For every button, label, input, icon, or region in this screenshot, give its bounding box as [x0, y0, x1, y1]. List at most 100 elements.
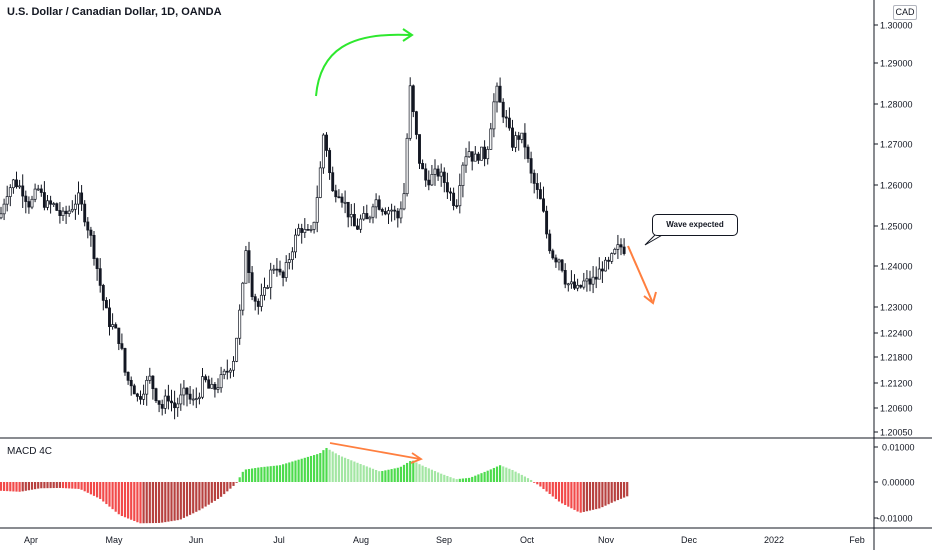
- macd-divergence-arrow: [329, 442, 421, 460]
- macd-bar: [316, 454, 319, 482]
- candle: [507, 107, 511, 131]
- time-tick-label: Aug: [353, 535, 369, 545]
- macd-bar: [449, 477, 452, 482]
- macd-bar: [356, 462, 359, 482]
- orange-arrowhead: [643, 291, 657, 305]
- candle: [377, 195, 381, 211]
- candle: [325, 132, 328, 157]
- candle: [393, 205, 397, 221]
- price-tick-label: 1.21800: [880, 353, 913, 363]
- candle: [501, 98, 505, 124]
- time-tick-label: Jun: [189, 535, 204, 545]
- candle: [470, 151, 474, 171]
- macd-bar: [601, 482, 604, 508]
- macd-bar: [241, 471, 244, 482]
- candle: [517, 131, 521, 151]
- candle: [210, 377, 214, 389]
- macd-bar: [272, 465, 275, 482]
- candle: [582, 272, 586, 290]
- time-tick-label: Apr: [24, 535, 38, 545]
- candle: [560, 259, 564, 273]
- candle: [33, 183, 37, 203]
- macd-bar: [548, 482, 551, 495]
- macd-bar: [309, 455, 313, 482]
- macd-bar: [244, 469, 247, 482]
- macd-bar: [514, 471, 517, 482]
- candle: [430, 164, 434, 186]
- macd-bar: [161, 482, 164, 523]
- macd-bar: [158, 482, 161, 523]
- candle: [421, 159, 425, 170]
- macd-bar: [266, 466, 269, 482]
- candle: [11, 178, 15, 194]
- macd-bar: [46, 482, 49, 489]
- candle: [170, 389, 173, 412]
- candle: [331, 166, 335, 192]
- macd-bar: [96, 482, 99, 498]
- time-tick-label: Nov: [598, 535, 615, 545]
- macd-bar: [430, 469, 433, 482]
- candle: [0, 206, 3, 220]
- candle: [266, 284, 270, 290]
- candle: [64, 205, 68, 224]
- macd-bar: [61, 482, 65, 489]
- candle: [532, 169, 536, 194]
- macd-bar: [610, 482, 613, 503]
- candle: [514, 131, 518, 153]
- candle: [284, 255, 288, 282]
- candle: [179, 383, 183, 411]
- candle: [616, 234, 620, 259]
- candle: [77, 181, 80, 215]
- macd-bar: [192, 482, 195, 514]
- candle: [135, 392, 139, 402]
- candle: [408, 77, 412, 141]
- macd-bar: [495, 466, 499, 482]
- candle: [545, 205, 549, 239]
- candle: [566, 282, 570, 292]
- macd-bar: [27, 482, 30, 491]
- candle: [483, 140, 487, 167]
- macd-bar: [65, 482, 68, 489]
- macd-bar: [464, 478, 468, 482]
- macd-bar: [551, 482, 554, 497]
- macd-bar: [530, 479, 533, 482]
- candle: [303, 218, 307, 238]
- macd-bar: [486, 470, 489, 482]
- macd-bar: [167, 482, 170, 522]
- candle: [204, 374, 208, 383]
- macd-bar: [185, 482, 189, 517]
- macd-bar: [545, 482, 548, 492]
- macd-bar: [399, 466, 402, 482]
- macd-bar: [235, 482, 238, 483]
- macd-bar: [254, 468, 257, 482]
- candle: [287, 252, 291, 270]
- candle: [371, 203, 375, 224]
- macd-bar: [474, 475, 477, 482]
- macd-bar: [30, 482, 34, 490]
- macd-bar: [74, 482, 77, 489]
- price-tick-label: 1.21200: [880, 379, 913, 389]
- currency-badge[interactable]: CAD: [893, 5, 917, 20]
- time-tick-label: May: [105, 535, 123, 545]
- candle: [411, 84, 415, 118]
- candle: [318, 161, 322, 199]
- candle: [114, 322, 118, 329]
- macd-title: MACD 4C: [7, 446, 53, 457]
- candle: [495, 82, 499, 113]
- candle: [619, 238, 623, 256]
- candle: [402, 183, 406, 211]
- macd-bar: [182, 482, 185, 518]
- macd-bar: [282, 464, 285, 482]
- price-tick-label: 1.26000: [880, 181, 913, 191]
- macd-bar: [517, 473, 520, 482]
- macd-bar: [526, 478, 530, 482]
- candle: [222, 368, 226, 380]
- candle: [569, 270, 573, 289]
- macd-bar: [34, 482, 37, 490]
- candle: [480, 146, 483, 161]
- candle: [380, 207, 384, 216]
- macd-bar: [80, 482, 83, 490]
- candle: [427, 170, 431, 191]
- candle: [145, 375, 149, 406]
- macd-bar: [120, 482, 123, 517]
